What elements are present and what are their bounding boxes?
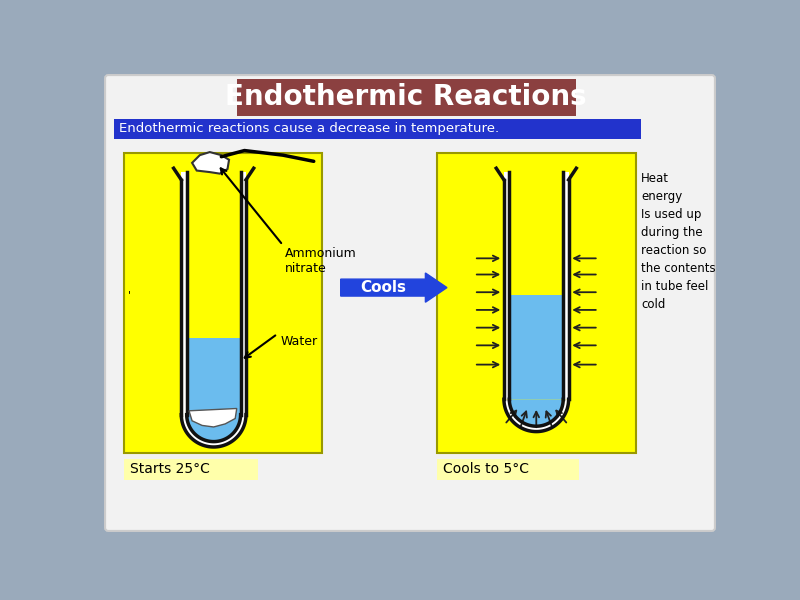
Wedge shape bbox=[510, 399, 563, 426]
Bar bbox=[123, 460, 258, 480]
Text: Ammonium
nitrate: Ammonium nitrate bbox=[286, 247, 357, 275]
Text: Cools to 5°C: Cools to 5°C bbox=[443, 463, 529, 476]
Bar bbox=[437, 460, 579, 480]
Polygon shape bbox=[182, 415, 246, 447]
Bar bbox=[504, 172, 510, 399]
Polygon shape bbox=[192, 152, 229, 173]
Text: Cools: Cools bbox=[360, 280, 406, 295]
Bar bbox=[563, 172, 569, 399]
Bar bbox=[186, 338, 241, 415]
Text: Endothermic reactions cause a decrease in temperature.: Endothermic reactions cause a decrease i… bbox=[119, 122, 499, 136]
Bar bbox=[114, 119, 641, 139]
Bar bbox=[241, 172, 246, 415]
Text: Starts 25°C: Starts 25°C bbox=[130, 463, 210, 476]
Text: ': ' bbox=[127, 290, 130, 300]
Bar bbox=[182, 172, 186, 415]
FancyArrow shape bbox=[341, 273, 447, 302]
Polygon shape bbox=[189, 409, 237, 427]
Bar bbox=[510, 295, 563, 399]
Text: Water: Water bbox=[281, 335, 318, 349]
Bar bbox=[437, 153, 636, 453]
Bar bbox=[237, 79, 575, 116]
Bar bbox=[123, 153, 322, 453]
Text: Endothermic Reactions: Endothermic Reactions bbox=[226, 83, 587, 112]
Polygon shape bbox=[504, 399, 569, 431]
Wedge shape bbox=[186, 415, 241, 442]
Text: Heat
energy
Is used up
during the
reaction so
the contents
in tube feel
cold: Heat energy Is used up during the reacti… bbox=[641, 172, 716, 311]
FancyBboxPatch shape bbox=[105, 75, 715, 531]
